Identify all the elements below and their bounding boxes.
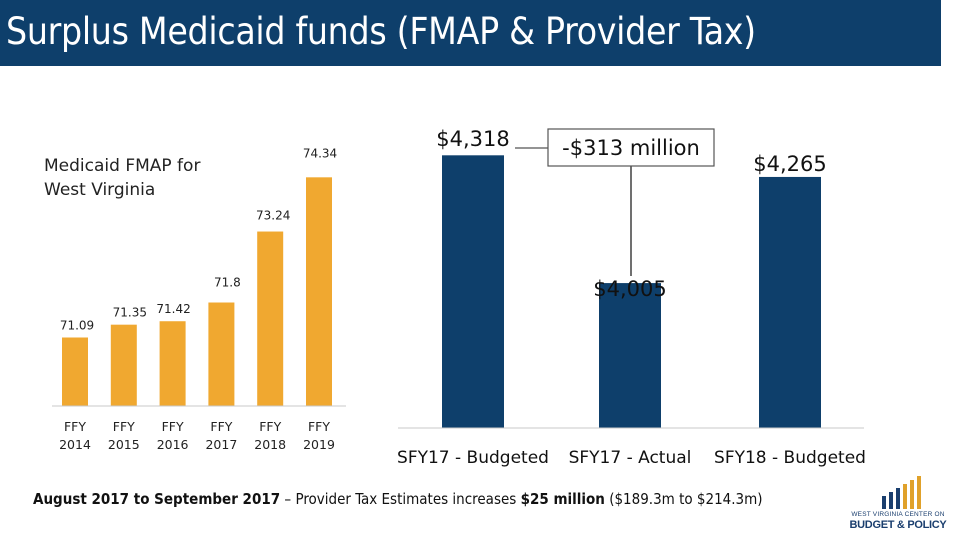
fmap-tick-label: FFY [162,419,184,434]
budget-bar [599,283,661,428]
footnote-date-range: August 2017 to September 2017 [33,490,281,508]
budget-value-label: $4,265 [753,152,826,176]
fmap-tick-label: 2019 [303,437,335,452]
fmap-tick-label: 2015 [108,437,140,452]
fmap-tick-label: 2018 [254,437,286,452]
budget-value-label: $4,318 [436,127,509,151]
logo-org-line: WEST VIRGINIA CENTER ON [851,511,945,518]
fmap-bar [110,324,137,406]
fmap-tick-label: FFY [64,419,86,434]
logo-bars-icon [882,476,921,509]
fmap-tick-label: FFY [308,419,330,434]
fmap-chart-title: West Virginia [44,180,155,200]
footnote-amount: $25 million [520,490,605,508]
fmap-value-label: 71.09 [60,318,94,332]
fmap-bar [306,177,332,406]
fmap-tick-label: FFY [113,419,135,434]
budget-bar [442,155,504,429]
budget-tick-label: SFY17 - Budgeted [397,448,549,468]
budget-chart: $4,318 SFY17 - Budgeted $4,005 SFY17 - Actu… [397,127,866,468]
fmap-bar [159,321,186,406]
fmap-tick-label: 2017 [205,437,237,452]
fmap-chart-title: Medicaid FMAP for [44,156,200,176]
title-bar: Surplus Medicaid funds (FMAP & Provider … [0,0,941,66]
budget-tick-label: SFY18 - Budgeted [714,448,866,468]
logo-name-line: BUDGET & POLICY [849,519,947,531]
fmap-bar [257,231,284,406]
fmap-tick-label: FFY [210,419,232,434]
fmap-bar [62,337,88,406]
fmap-value-label: 71.35 [113,306,147,320]
fmap-tick-label: FFY [259,419,281,434]
budget-policy-logo: WEST VIRGINIA CENTER ON BUDGET & POLICY [838,474,958,534]
footnote-text: – Provider Tax Estimates increases [280,490,521,508]
budget-tick-label: SFY17 - Actual [569,448,692,468]
annotation-box [547,128,715,167]
page-title: Surplus Medicaid funds (FMAP & Provider … [6,10,756,53]
footnote: August 2017 to September 2017 – Provider… [33,490,763,508]
fmap-tick-label: 2014 [59,437,91,452]
annotation-text: -$313 million [562,136,700,160]
fmap-bar [208,302,235,406]
fmap-value-label: 71.42 [156,302,190,316]
fmap-value-label: 71.8 [214,276,241,290]
budget-bar [759,176,821,428]
fmap-value-label: 73.24 [256,209,290,223]
budget-value-label: $4,005 [593,277,666,301]
fmap-chart: Medicaid FMAP for West Virginia 71.09 FFY 20… [44,146,346,452]
fmap-value-label: 74.34 [303,146,337,160]
footnote-detail: ($189.3m to $214.3m) [604,490,763,508]
fmap-tick-label: 2016 [157,437,189,452]
